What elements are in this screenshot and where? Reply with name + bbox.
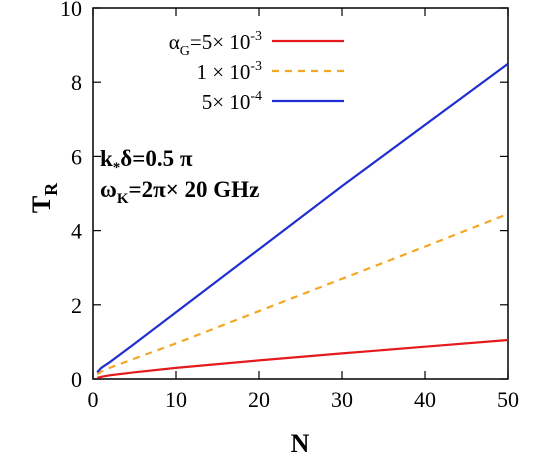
legend-label-symbol: α bbox=[169, 30, 180, 54]
legend-label-subscript: G bbox=[180, 44, 190, 59]
y-tick-label: 6 bbox=[71, 144, 82, 169]
annotation-line-2: ωK=2π× 20 GHz bbox=[100, 177, 259, 207]
series-layer bbox=[96, 62, 509, 379]
legend: αG=5× 10-31 × 10-35× 10-4 bbox=[169, 29, 344, 114]
y-tick-label: 0 bbox=[71, 367, 82, 392]
annotation-2-b: K bbox=[117, 191, 129, 207]
x-tick-label: 10 bbox=[165, 387, 187, 412]
legend-label-value: 5× 10 bbox=[202, 90, 251, 114]
y-tick-label: 10 bbox=[60, 0, 82, 21]
x-axis-label: N bbox=[291, 429, 310, 458]
x-tick-label: 30 bbox=[331, 387, 353, 412]
legend-label-value: 1 × 10 bbox=[196, 60, 250, 84]
annotation-1-c: δ=0.5 π bbox=[120, 146, 193, 171]
legend-label-exponent: -3 bbox=[250, 29, 262, 44]
legend-label-value: =5× 10 bbox=[190, 30, 250, 54]
annotation-line-1: k*δ=0.5 π bbox=[100, 146, 193, 176]
y-tick-label: 8 bbox=[71, 70, 82, 95]
x-tick-label: 20 bbox=[248, 387, 270, 412]
legend-label-1: αG=5× 10-3 bbox=[169, 29, 262, 59]
x-tick-label: 40 bbox=[414, 387, 436, 412]
series-line-2 bbox=[96, 212, 509, 376]
x-tick-label: 50 bbox=[497, 387, 519, 412]
annotation-2-c: =2π× 20 GHz bbox=[128, 177, 259, 202]
plot-area: 0 10 20 30 40 50 0 2 4 6 8 10 bbox=[60, 0, 519, 412]
y-tick-label: 4 bbox=[71, 219, 82, 244]
y-axis-label-sub: R bbox=[41, 182, 61, 196]
annotation-1-a: k bbox=[100, 146, 113, 171]
legend-label-exponent: -3 bbox=[250, 59, 262, 74]
plot-frame bbox=[92, 7, 509, 380]
annotation-2-a: ω bbox=[100, 177, 117, 202]
legend-label-2: 1 × 10-3 bbox=[196, 59, 262, 84]
series-line-3 bbox=[96, 62, 509, 374]
y-axis-label-main: T bbox=[27, 196, 56, 213]
legend-label-3: 5× 10-4 bbox=[202, 89, 262, 114]
annotation-1-b: * bbox=[113, 160, 121, 176]
legend-label-exponent: -4 bbox=[250, 89, 262, 104]
x-tick-label: 0 bbox=[88, 387, 99, 412]
series-line-1 bbox=[96, 338, 509, 379]
y-axis-label: TR bbox=[27, 182, 61, 213]
y-tick-label: 2 bbox=[71, 293, 82, 318]
